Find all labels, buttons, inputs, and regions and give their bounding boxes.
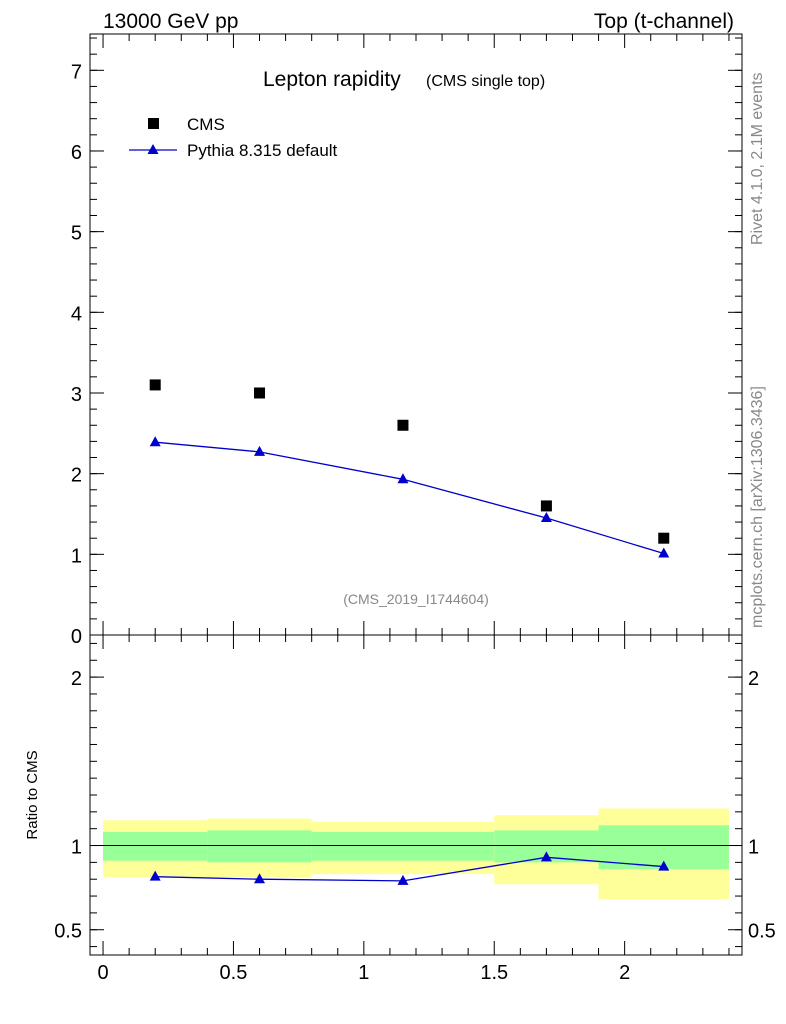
ratio-point xyxy=(149,870,161,881)
ratio-ytick-label-left: 1 xyxy=(71,837,82,859)
header-right: Top (t-channel) xyxy=(594,10,734,33)
uncertainty-band-inner xyxy=(311,832,495,861)
main-ytick-label: 7 xyxy=(71,61,82,83)
ratio-panel: 0.5 0.5 1 1 2 2 0 0.5 1 1.5 2 Ratio to CMS xyxy=(24,634,776,984)
ratio-frame xyxy=(89,634,743,956)
legend-pythia-label: Pythia 8.315 default xyxy=(187,141,338,160)
ratio-point xyxy=(254,873,266,884)
watermark: (CMS_2019_I1744604) xyxy=(343,591,489,607)
xtick-label: 1.5 xyxy=(480,962,508,984)
chart-subtitle: (CMS single top) xyxy=(426,73,545,90)
xtick-label: 0 xyxy=(97,962,108,984)
ratio-point xyxy=(397,874,409,885)
cms-point xyxy=(658,532,670,544)
ratio-ytick-label-right: 0.5 xyxy=(748,921,776,943)
xtick-label: 0.5 xyxy=(220,962,248,984)
xtick-label: 1 xyxy=(358,962,369,984)
legend-cms-label: CMS xyxy=(187,115,225,134)
main-ytick-label: 3 xyxy=(71,384,82,406)
chart-title: Lepton rapidity xyxy=(263,68,401,91)
legend: CMS Pythia 8.315 default xyxy=(129,115,338,160)
xtick-label: 2 xyxy=(619,962,630,984)
cms-point xyxy=(149,379,161,391)
pythia-point xyxy=(658,547,670,558)
main-ytick-label: 2 xyxy=(71,465,82,487)
pythia-series-line xyxy=(155,441,664,555)
main-ytick-label: 6 xyxy=(71,142,82,164)
pythia-point xyxy=(397,473,409,484)
ratio-point xyxy=(658,860,670,871)
legend-cms-marker xyxy=(148,118,159,129)
header-left: 13000 GeV pp xyxy=(103,10,238,33)
main-ytick-label: 0 xyxy=(71,626,82,648)
pythia-point xyxy=(254,445,266,456)
main-ytick-label: 5 xyxy=(71,223,82,245)
main-panel: 0 1 2 3 4 5 6 7 Lepton rapidity (CMS single top… xyxy=(71,33,743,648)
ratio-point xyxy=(540,851,552,862)
ratio-ytick-label-right: 2 xyxy=(748,668,759,690)
cms-point xyxy=(540,500,552,512)
rivet-label: Rivet 4.1.0, 2.1M events xyxy=(749,72,766,245)
ratio-ytick-label-left: 2 xyxy=(71,668,82,690)
legend-pythia-marker xyxy=(147,144,159,154)
cms-point xyxy=(397,419,409,431)
ratio-ytick-label-left: 0.5 xyxy=(54,921,82,943)
ratio-ylabel: Ratio to CMS xyxy=(24,750,41,839)
mcplots-label: mcplots.cern.ch [arXiv:1306.3436] xyxy=(749,386,766,628)
main-ytick-label: 1 xyxy=(71,545,82,567)
pythia-point xyxy=(149,436,161,447)
uncertainty-band-inner xyxy=(207,830,312,863)
main-ytick-label: 4 xyxy=(71,303,82,325)
uncertainty-band-inner xyxy=(103,832,208,861)
ratio-ytick-label-right: 1 xyxy=(748,837,759,859)
pythia-point xyxy=(540,512,552,523)
cms-point xyxy=(254,387,266,399)
